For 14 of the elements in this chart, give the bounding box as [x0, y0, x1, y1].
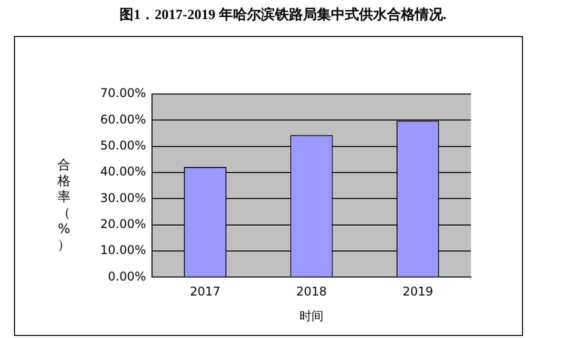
- y-tick-label: 10.00%: [100, 243, 146, 258]
- y-tick-label: 30.00%: [100, 190, 146, 205]
- y-tick-label: 60.00%: [100, 112, 146, 126]
- chart-title: 图1．2017-2019 年哈尔滨铁路局集中式供水合格情况.: [118, 6, 448, 24]
- x-axis-title: 时间: [300, 309, 324, 324]
- y-tick-label: 50.00%: [100, 138, 146, 152]
- y-tick-label: 40.00%: [100, 164, 146, 179]
- y-tick-label: 70.00%: [100, 86, 146, 100]
- y-axis-title: 合格率（%）: [56, 158, 72, 254]
- y-tick-label: 0.00%: [108, 269, 146, 284]
- y-tick-label: 20.00%: [100, 216, 146, 231]
- x-tick-label: 2018: [296, 284, 327, 299]
- x-tick-label: 2017: [190, 284, 220, 299]
- x-tick-label: 2019: [402, 284, 434, 299]
